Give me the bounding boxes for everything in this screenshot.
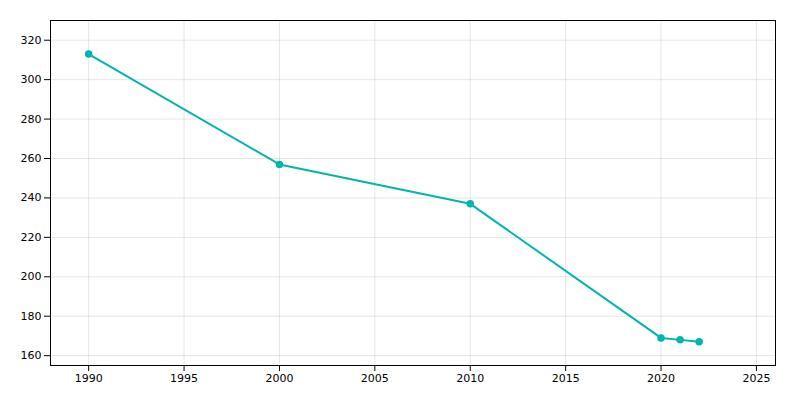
svg-text:180: 180 [21, 310, 42, 323]
svg-text:1990: 1990 [75, 372, 103, 385]
svg-text:200: 200 [21, 270, 42, 283]
svg-text:2000: 2000 [265, 372, 293, 385]
svg-text:2005: 2005 [361, 372, 389, 385]
svg-text:220: 220 [21, 231, 42, 244]
svg-text:1995: 1995 [170, 372, 198, 385]
svg-text:2010: 2010 [456, 372, 484, 385]
svg-text:280: 280 [21, 113, 42, 126]
svg-text:2020: 2020 [647, 372, 675, 385]
svg-text:260: 260 [21, 152, 42, 165]
svg-text:2025: 2025 [742, 372, 770, 385]
svg-text:160: 160 [21, 349, 42, 362]
svg-text:300: 300 [21, 73, 42, 86]
svg-text:240: 240 [21, 191, 42, 204]
svg-text:320: 320 [21, 34, 42, 47]
svg-text:2015: 2015 [552, 372, 580, 385]
